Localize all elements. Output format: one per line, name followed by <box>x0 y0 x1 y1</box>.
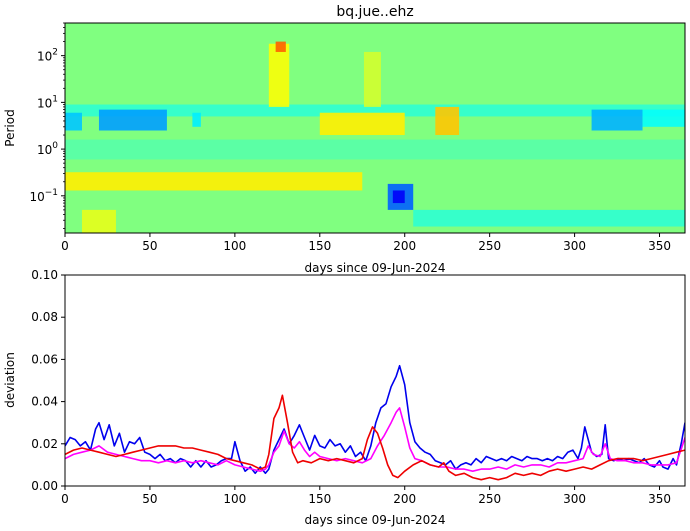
heatmap-cell <box>98 109 167 131</box>
heatmap-cell <box>81 209 116 233</box>
deviation-plot-area <box>65 275 685 486</box>
heatmap-cell <box>591 109 643 131</box>
x-tick-label: 200 <box>393 239 416 253</box>
x-tick-label: 150 <box>308 239 331 253</box>
deviation-x-label: days since 09-Jun-2024 <box>304 513 445 527</box>
y-tick-label: 100 <box>37 141 58 157</box>
y-tick-label: 0.06 <box>31 352 58 366</box>
x-tick-label: 150 <box>308 492 331 506</box>
y-tick-label: 0.08 <box>31 310 58 324</box>
x-tick-label: 250 <box>478 239 501 253</box>
x-tick-label: 250 <box>478 492 501 506</box>
x-tick-label: 100 <box>223 492 246 506</box>
heatmap-cell <box>642 109 685 127</box>
series-line-3 <box>65 394 685 481</box>
heatmap-cell <box>268 43 290 107</box>
series-line-1 <box>65 364 685 475</box>
x-tick-label: 350 <box>648 239 671 253</box>
heatmap-cell <box>65 172 363 191</box>
deviation-x-ticks: 0 50 100 150 200 250 300 350 <box>61 486 671 506</box>
y-tick-label: 0.00 <box>31 479 58 493</box>
deviation-frame <box>64 274 686 487</box>
spectrogram-x-label: days since 09-Jun-2024 <box>304 261 445 275</box>
x-tick-label: 200 <box>393 492 416 506</box>
x-tick-label: 0 <box>61 239 69 253</box>
heatmap-cell <box>392 190 405 204</box>
deviation-y-label: deviation <box>3 352 17 408</box>
spectrogram-panel: bq.jue..ehz 0 50 100 150 200 250 300 350 10−110… <box>3 4 686 275</box>
x-tick-label: 100 <box>223 239 246 253</box>
heatmap-cell <box>192 112 201 127</box>
heatmap-cell <box>319 112 405 136</box>
heatmap-cell <box>275 41 286 52</box>
y-tick-label: 0.02 <box>31 437 58 451</box>
heatmap-cell <box>413 209 685 227</box>
spectrogram-title: bq.jue..ehz <box>336 4 413 20</box>
deviation-panel: 0 50 100 150 200 250 300 350 0.000.020.040.060.… <box>3 268 686 527</box>
y-tick-label: 0.10 <box>31 268 58 282</box>
deviation-y-ticks: 0.00 0.02 0.04 0.06 0.08 0.10 <box>31 268 65 493</box>
heatmap-cell <box>65 112 82 131</box>
spectrogram-x-ticks: 0 50 100 150 200 250 300 350 <box>61 233 671 253</box>
heatmap-cell <box>363 51 381 107</box>
y-tick-label: 0.04 <box>31 395 58 409</box>
y-tick-label: 10−1 <box>29 188 58 204</box>
x-tick-label: 350 <box>648 492 671 506</box>
x-tick-label: 0 <box>61 492 69 506</box>
spectrogram-y-label: Period <box>3 109 17 146</box>
spectrogram-heatmap <box>65 23 685 233</box>
x-tick-label: 300 <box>563 492 586 506</box>
x-tick-label: 50 <box>142 492 157 506</box>
series-line-2 <box>65 407 685 472</box>
x-tick-label: 300 <box>563 239 586 253</box>
heatmap-cell <box>65 104 685 117</box>
deviation-series <box>65 364 685 481</box>
heatmap-cell <box>65 139 685 160</box>
y-tick-label: 102 <box>37 48 58 64</box>
spectrogram-y-ticks: 10−1 100 101 102 <box>29 22 65 229</box>
y-tick-label: 101 <box>37 94 58 110</box>
heatmap-cell <box>435 106 460 136</box>
spectrogram-frame <box>64 22 686 234</box>
x-tick-label: 50 <box>142 239 157 253</box>
